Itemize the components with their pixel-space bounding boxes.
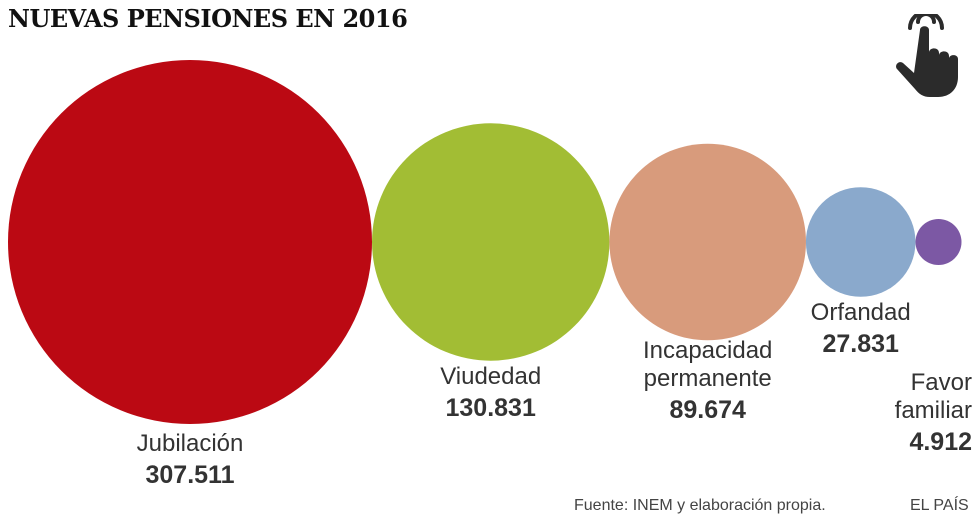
bubble-label-4-1: familiar xyxy=(895,397,972,424)
bubble-0 xyxy=(8,60,372,424)
bubble-label-4-0: Favor xyxy=(911,369,972,396)
bubble-label-3-0: Orfandad xyxy=(811,299,911,326)
pointing-hand-icon[interactable] xyxy=(888,14,964,98)
bubble-label-1-0: Viudedad xyxy=(440,363,541,390)
bubble-value-1: 130.831 xyxy=(446,394,536,422)
source-note: Fuente: INEM y elaboración propia. xyxy=(574,497,826,514)
bubble-value-3: 27.831 xyxy=(822,330,899,358)
chart-title: NUEVAS PENSIONES EN 2016 xyxy=(8,4,408,33)
bubble-3 xyxy=(805,187,916,297)
bubble-1 xyxy=(372,123,610,361)
bubble-label-2-1: permanente xyxy=(644,365,772,392)
brand-credit: EL PAÍS xyxy=(910,497,969,514)
bubble-label-2-0: Incapacidad xyxy=(643,337,772,364)
bubble-label-0-0: Jubilación xyxy=(137,430,244,457)
bubble-value-4: 4.912 xyxy=(909,428,972,456)
bubble-4 xyxy=(915,219,962,265)
bubble-value-0: 307.511 xyxy=(146,461,235,489)
bubble-value-2: 89.674 xyxy=(669,396,746,424)
bubble-2 xyxy=(609,143,806,341)
